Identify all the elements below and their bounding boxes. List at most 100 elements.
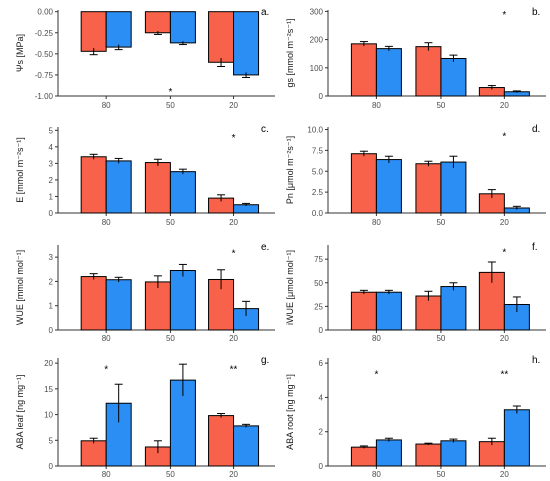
x-tick-label: 80 bbox=[102, 470, 111, 479]
y-tick-label: 1 bbox=[49, 302, 54, 311]
y-tick-label: 25 bbox=[314, 302, 323, 311]
y-tick-label: 200 bbox=[310, 36, 324, 45]
bar-series-1-50 bbox=[144, 162, 171, 214]
y-tick-label: 3 bbox=[49, 253, 54, 262]
significance-marker: * bbox=[502, 10, 506, 21]
y-axis-label: ABA leaf [ng mg⁻¹] bbox=[15, 375, 25, 450]
y-tick-label: -0.75 bbox=[35, 71, 54, 80]
y-tick-label: 2.5 bbox=[312, 188, 324, 197]
x-tick-label: 50 bbox=[166, 334, 175, 343]
y-tick-label: 6 bbox=[319, 359, 324, 368]
bar-series-2-50 bbox=[169, 270, 196, 331]
panel-letter: c. bbox=[261, 124, 269, 135]
x-tick-label: 50 bbox=[166, 101, 175, 110]
y-tick-label: 0 bbox=[49, 209, 54, 218]
x-tick-label: 20 bbox=[500, 218, 509, 227]
significance-marker: * bbox=[232, 248, 236, 259]
panel-letter: b. bbox=[532, 7, 540, 18]
x-tick-label: 80 bbox=[372, 334, 381, 343]
x-tick-label: 20 bbox=[500, 101, 509, 110]
bar-series-1-80 bbox=[80, 440, 107, 467]
bar-series-2-80 bbox=[105, 160, 132, 214]
y-tick-label: 20 bbox=[44, 359, 53, 368]
x-tick-label: 50 bbox=[166, 470, 175, 479]
chart-panel-1: 0.00 -0.25 -0.50 -0.75 -1.00 80 50 20 Ψs [MPa] * a… bbox=[15, 7, 275, 110]
x-tick-label: 80 bbox=[372, 101, 381, 110]
bar-series-1-80 bbox=[80, 11, 107, 52]
bar-series-1-50 bbox=[144, 281, 171, 331]
x-tick-label: 20 bbox=[229, 470, 238, 479]
bar-series-1-80 bbox=[350, 446, 377, 467]
bar-series-1-80 bbox=[80, 276, 107, 331]
bar-series-1-50 bbox=[144, 11, 171, 34]
x-tick-label: 20 bbox=[500, 334, 509, 343]
x-tick-label: 50 bbox=[436, 218, 445, 227]
bar-series-2-50 bbox=[440, 161, 467, 214]
bar-series-1-20 bbox=[478, 441, 505, 467]
bar-series-2-50 bbox=[440, 286, 467, 331]
x-tick-label: 50 bbox=[436, 470, 445, 479]
bar-series-2-20 bbox=[233, 425, 260, 467]
y-tick-label: 0 bbox=[319, 462, 324, 471]
bar-series-2-20 bbox=[503, 409, 530, 467]
x-tick-label: 80 bbox=[372, 218, 381, 227]
y-axis-label: WUE [mmol mol⁻¹] bbox=[15, 250, 25, 325]
y-tick-label: -0.25 bbox=[35, 29, 54, 38]
x-tick-label: 80 bbox=[372, 470, 381, 479]
bar-series-2-50 bbox=[440, 57, 467, 97]
y-tick-label: 3 bbox=[49, 159, 54, 168]
y-tick-label: 7.5 bbox=[312, 146, 324, 155]
panel-letter: g. bbox=[261, 355, 269, 366]
significance-marker: * bbox=[168, 87, 172, 98]
significance-marker: * bbox=[232, 133, 236, 144]
y-tick-label: 4 bbox=[319, 393, 324, 402]
y-axis-label: Pn [μmol m⁻²s⁻¹] bbox=[285, 136, 295, 204]
y-tick-label: 300 bbox=[310, 7, 324, 16]
chart-panel-6: 0 25 50 75 80 50 20 iWUE [μmol mol⁻¹] * f. bbox=[285, 242, 546, 343]
y-tick-label: 10.0 bbox=[307, 126, 323, 135]
x-tick-label: 80 bbox=[102, 334, 111, 343]
bar-series-1-20 bbox=[208, 11, 235, 63]
x-tick-label: 50 bbox=[436, 101, 445, 110]
x-tick-label: 20 bbox=[229, 334, 238, 343]
bar-series-1-50 bbox=[415, 163, 442, 214]
chart-panel-5: 0 1 2 3 80 50 20 WUE [mmol mol⁻¹] * e. bbox=[15, 242, 275, 343]
y-tick-label: 5 bbox=[49, 126, 54, 135]
y-axis-label: ABA root [ng mg⁻¹] bbox=[285, 374, 295, 450]
y-axis-label: Ψs [MPa] bbox=[15, 34, 25, 72]
y-tick-label: 5.0 bbox=[312, 167, 324, 176]
y-tick-label: 2 bbox=[319, 428, 324, 437]
bar-series-1-50 bbox=[415, 46, 442, 97]
bar-series-1-20 bbox=[208, 415, 235, 467]
y-axis-label: iWUE [μmol mol⁻¹] bbox=[285, 250, 295, 325]
y-tick-label: 4 bbox=[49, 143, 54, 152]
x-tick-label: 50 bbox=[436, 334, 445, 343]
bar-series-2-20 bbox=[233, 11, 260, 76]
bar-series-1-80 bbox=[350, 43, 377, 97]
significance-marker: * bbox=[502, 131, 506, 142]
bar-series-1-80 bbox=[350, 153, 377, 214]
x-tick-label: 20 bbox=[229, 101, 238, 110]
bar-series-2-50 bbox=[169, 379, 196, 467]
y-tick-label: 0.0 bbox=[312, 209, 324, 218]
x-tick-label: 20 bbox=[229, 218, 238, 227]
y-tick-label: 1 bbox=[49, 192, 54, 201]
significance-marker: * bbox=[502, 248, 506, 259]
panel-letter: f. bbox=[532, 242, 538, 253]
bar-series-2-80 bbox=[375, 291, 402, 331]
y-tick-label: 100 bbox=[310, 64, 324, 73]
bar-series-2-80 bbox=[375, 439, 402, 467]
x-tick-label: 80 bbox=[102, 218, 111, 227]
bar-series-2-80 bbox=[375, 48, 402, 97]
y-tick-label: 10 bbox=[44, 411, 53, 420]
bar-series-2-50 bbox=[169, 11, 196, 44]
x-tick-label: 20 bbox=[500, 470, 509, 479]
panel-letter: d. bbox=[532, 124, 540, 135]
panel-letter: a. bbox=[261, 7, 269, 18]
panel-letter: e. bbox=[261, 242, 269, 253]
y-tick-label: 0 bbox=[319, 92, 324, 101]
x-tick-label: 80 bbox=[102, 101, 111, 110]
significance-marker: ** bbox=[230, 364, 238, 375]
